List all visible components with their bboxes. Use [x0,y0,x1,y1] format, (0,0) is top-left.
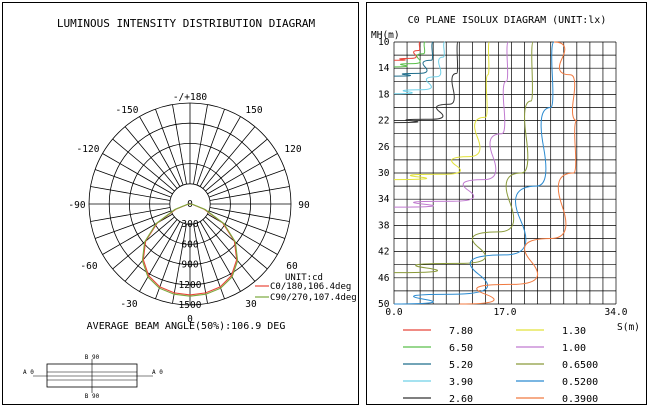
isolux-panel: C0 PLANE ISOLUX DIAGRAM (UNIT:lx) MH(m) 10… [366,2,647,405]
isolux-ytick: 26 [378,142,390,153]
isolux-xlabel: S(m) [617,322,640,333]
isolux-title: C0 PLANE ISOLUX DIAGRAM (UNIT:lx) [408,15,607,26]
isolux-ylabel: MH(m) [371,30,400,41]
polar-spoke [112,138,175,192]
polar-spoke [155,108,184,186]
isolux-contour [393,41,459,124]
isolux-legend-label: 1.00 [562,343,586,354]
polar-legend-label: C0/180,106.4deg [270,282,351,292]
isolux-xtick: 0.0 [385,307,402,318]
polar-angle-label: 90 [298,200,310,211]
polar-spoke [209,186,290,201]
polar-spoke [112,216,175,270]
isolux-ytick: 30 [378,168,390,179]
polar-spoke [139,116,181,187]
beam-angle-label: AVERAGE BEAM ANGLE(50%):106.9 DEG [87,321,286,332]
isolux-ytick: 50 [378,299,390,310]
polar-series-line [141,203,239,297]
isolux-contour [393,41,446,95]
polar-spoke [139,221,181,292]
polar-spoke [199,221,241,292]
polar-unit-label: UNIT:cd [285,273,323,283]
isolux-contour [393,41,555,305]
polar-chart: LUMINOUS INTENSITY DISTRIBUTION DIAGRAM -… [23,17,357,400]
polar-angle-label: -60 [80,261,97,272]
polar-angle-label: -30 [120,299,137,310]
isolux-legend-label: 5.20 [449,360,473,371]
isolux-ytick: 18 [378,89,390,100]
isolux-ytick: 22 [378,116,389,127]
isolux-ytick: 42 [378,247,389,258]
polar-spoke [199,116,241,187]
polar-spoke [94,210,172,239]
polar-spoke [205,138,268,192]
isolux-ytick: 46 [378,273,390,284]
isolux-legend-label: 0.6500 [562,360,598,371]
fixture-label-bottom: B 90 [85,393,100,400]
polar-spoke [208,169,286,198]
polar-spoke [193,104,208,185]
polar-radial-label: 1200 [179,280,202,291]
isolux-ytick: 10 [378,37,390,48]
isolux-contour [393,41,490,181]
polar-spoke [202,219,256,282]
polar-angle-label: 30 [245,299,257,310]
polar-spoke [205,216,268,270]
polar-radial-label: 900 [181,260,198,271]
polar-spoke [90,207,171,222]
polar-title: LUMINOUS INTENSITY DISTRIBUTION DIAGRAM [57,17,316,30]
isolux-legend-label: 6.50 [449,343,473,354]
polar-spoke [193,223,208,304]
isolux-contour [459,41,578,305]
isolux-legend-label: 7.80 [449,326,473,337]
polar-spoke [124,219,178,282]
isolux-legend-label: 0.3900 [562,394,598,405]
polar-angle-label: 150 [245,105,262,116]
isolux-legend-label: 0.5200 [562,377,598,388]
polar-panel: LUMINOUS INTENSITY DISTRIBUTION DIAGRAM -… [2,2,359,405]
polar-angle-label: -120 [77,144,100,155]
polar-spoke [155,222,184,300]
isolux-xtick: 17.0 [494,307,517,318]
fixture-label-left: A 0 [23,369,34,376]
polar-radial-label: 600 [181,239,198,250]
polar-spoke [172,104,187,185]
polar-angle-label: 120 [284,144,301,155]
polar-radial-label: 1500 [179,300,202,311]
polar-spoke [124,126,178,189]
polar-angle-label: -/+180 [173,92,208,103]
polar-spoke [172,223,187,304]
isolux-contour [393,41,426,68]
isolux-legend-label: 3.90 [449,377,473,388]
polar-spoke [209,207,290,222]
isolux-contour [393,41,421,61]
polar-legend-label: C90/270,107.4deg [270,293,357,303]
isolux-chart: C0 PLANE ISOLUX DIAGRAM (UNIT:lx) MH(m)10… [371,15,640,405]
polar-spoke [94,169,172,198]
polar-spoke [90,186,171,201]
polar-spoke [208,210,286,239]
polar-spoke [196,108,225,186]
polar-spoke [196,222,225,300]
isolux-xtick: 34.0 [605,307,628,318]
isolux-contour [393,41,434,77]
isolux-contour [393,41,534,274]
isolux-ytick: 14 [378,63,390,74]
polar-angle-label: -90 [68,200,85,211]
polar-radial-label: 300 [181,219,198,230]
fixture-label-right: A 0 [152,369,163,376]
polar-angle-label: -150 [116,105,139,116]
isolux-ytick: 38 [378,220,390,231]
polar-spoke [202,126,256,189]
polar-spoke [102,153,173,195]
polar-spoke [207,153,278,195]
isolux-legend-label: 1.30 [562,326,586,337]
polar-angle-label: 60 [286,261,298,272]
polar-angle-label: 0 [187,314,193,325]
fixture-label-top: B 90 [85,354,100,361]
isolux-contour [393,41,509,208]
isolux-ytick: 34 [378,194,390,205]
isolux-legend-label: 2.60 [449,394,473,405]
